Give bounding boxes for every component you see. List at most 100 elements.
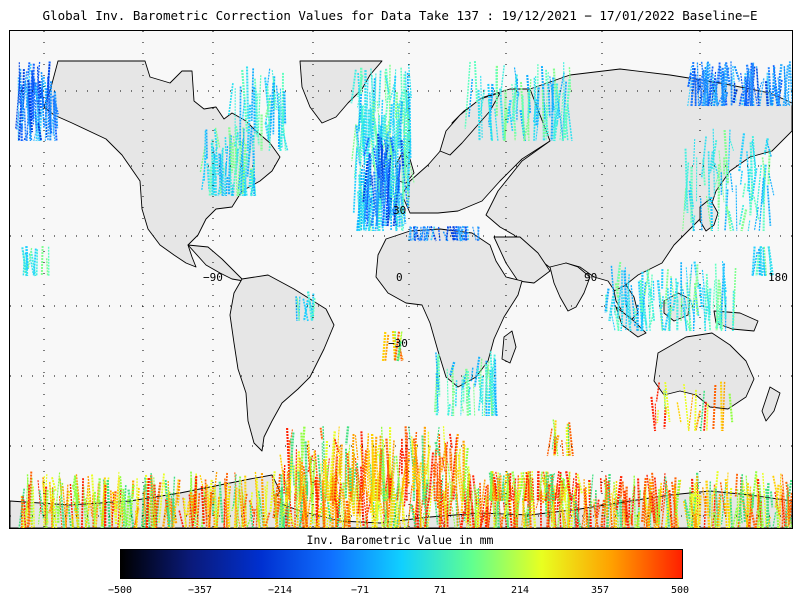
data-track — [93, 491, 96, 520]
data-track — [751, 246, 756, 277]
land-madagascar — [501, 330, 517, 364]
data-track — [477, 89, 481, 142]
data-track — [192, 506, 197, 528]
data-track — [35, 104, 39, 142]
data-track — [460, 400, 465, 413]
data-track — [544, 72, 549, 136]
data-track — [255, 506, 261, 528]
data-track — [371, 175, 375, 205]
data-track — [299, 471, 305, 528]
data-track — [707, 66, 714, 107]
data-track — [131, 480, 135, 497]
data-track — [356, 75, 364, 98]
data-track — [395, 164, 402, 190]
land-scandinavia — [439, 92, 501, 156]
data-track — [232, 474, 237, 508]
data-track — [245, 516, 253, 528]
data-track — [264, 100, 272, 118]
data-track — [603, 477, 607, 516]
data-track — [650, 492, 656, 524]
data-track — [311, 460, 316, 502]
data-track — [694, 389, 697, 431]
data-track — [279, 110, 285, 152]
data-track — [511, 83, 517, 136]
data-track — [688, 394, 694, 432]
data-track — [502, 470, 508, 502]
data-track — [762, 247, 766, 277]
data-track — [380, 426, 385, 478]
land-asia — [485, 68, 792, 294]
data-track — [272, 77, 276, 111]
data-track — [389, 493, 397, 528]
data-track — [398, 331, 403, 362]
data-track — [241, 99, 246, 121]
data-track — [166, 507, 172, 524]
data-track — [728, 211, 735, 232]
land-arabia — [493, 236, 551, 284]
data-track — [688, 190, 695, 232]
data-track — [220, 147, 224, 169]
data-track — [417, 498, 422, 528]
data-track — [698, 69, 705, 89]
data-track — [193, 494, 200, 528]
data-track — [224, 137, 227, 154]
data-track — [527, 89, 531, 119]
data-track — [84, 497, 92, 528]
data-track — [357, 72, 363, 124]
data-track — [387, 121, 393, 160]
data-track — [615, 475, 623, 510]
data-track — [655, 382, 660, 402]
data-track — [487, 493, 493, 528]
data-track — [495, 471, 502, 502]
data-track — [765, 488, 771, 528]
data-track — [734, 473, 739, 497]
data-track — [616, 261, 622, 293]
data-track — [481, 375, 484, 417]
data-track — [370, 205, 376, 227]
data-track — [419, 500, 423, 528]
data-track — [570, 487, 577, 528]
data-track — [549, 473, 556, 502]
data-track — [381, 185, 388, 227]
data-track — [763, 138, 769, 155]
data-track — [269, 471, 276, 512]
data-track — [283, 91, 287, 125]
data-track — [769, 491, 774, 508]
data-track — [438, 433, 441, 499]
data-track — [754, 493, 761, 528]
data-track — [381, 124, 385, 139]
data-track — [227, 83, 234, 116]
data-track — [430, 226, 436, 242]
data-track — [682, 304, 688, 332]
data-track — [315, 507, 322, 528]
data-track — [386, 477, 393, 528]
data-track — [420, 517, 427, 528]
data-track — [360, 475, 365, 527]
data-track — [395, 455, 402, 502]
data-track — [409, 162, 415, 184]
data-track — [664, 389, 666, 409]
data-track — [692, 299, 696, 332]
data-track — [543, 471, 547, 502]
data-track — [288, 440, 291, 501]
data-track — [751, 136, 757, 175]
data-track — [605, 475, 609, 490]
data-track — [400, 458, 408, 495]
data-track — [143, 491, 148, 528]
data-track — [550, 77, 555, 141]
data-track — [568, 422, 574, 457]
data-track — [584, 486, 588, 528]
data-track — [685, 320, 692, 332]
data-track — [241, 497, 247, 528]
data-track — [424, 445, 431, 476]
data-track — [653, 477, 659, 517]
data-track — [690, 61, 695, 107]
data-track — [746, 151, 752, 211]
data-track — [212, 147, 216, 160]
data-track — [218, 481, 224, 524]
data-track — [249, 504, 254, 528]
data-track — [451, 366, 455, 417]
data-track — [51, 487, 54, 528]
data-track — [638, 490, 641, 528]
data-track — [767, 67, 773, 107]
